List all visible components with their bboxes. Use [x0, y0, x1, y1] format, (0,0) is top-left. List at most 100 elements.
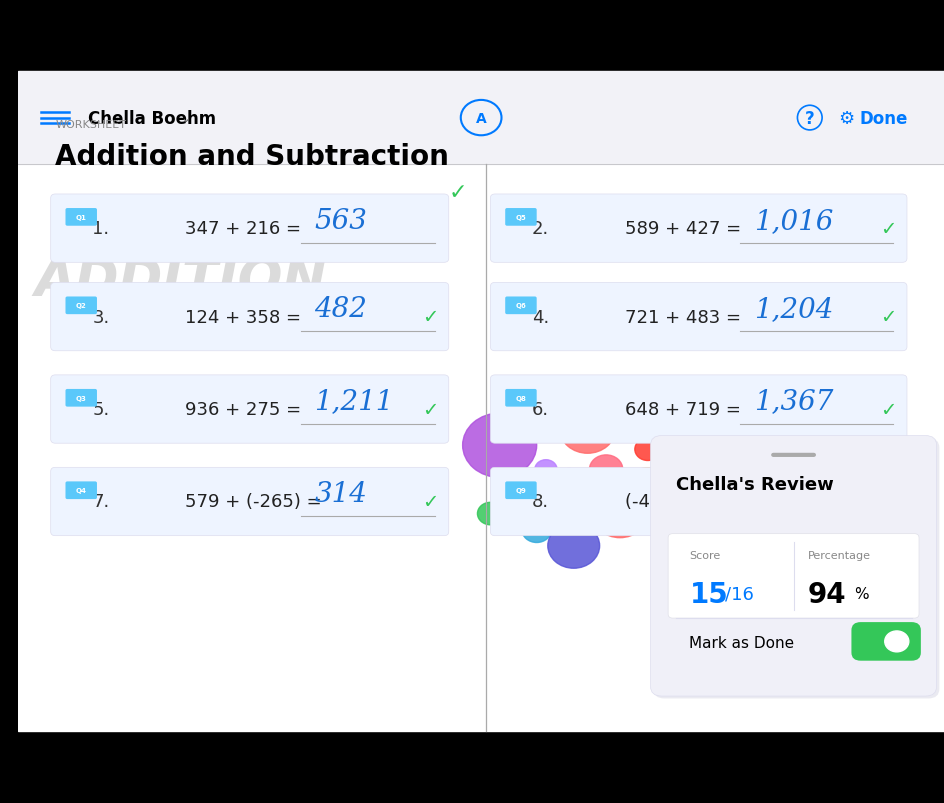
FancyBboxPatch shape	[490, 283, 907, 352]
Circle shape	[643, 486, 689, 526]
Circle shape	[518, 406, 546, 430]
Text: ✓: ✓	[422, 308, 438, 327]
Circle shape	[522, 517, 551, 543]
Text: 648 + 719 =: 648 + 719 =	[625, 401, 740, 418]
Circle shape	[662, 422, 764, 510]
Text: 1,016: 1,016	[754, 207, 834, 234]
Bar	[18, 0, 944, 72]
FancyBboxPatch shape	[51, 195, 448, 263]
Text: Q1: Q1	[76, 214, 87, 221]
Text: 1,211: 1,211	[314, 388, 394, 415]
Text: Chella Boehm: Chella Boehm	[88, 109, 216, 128]
Text: WORKSHEET: WORKSHEET	[56, 120, 126, 129]
FancyBboxPatch shape	[505, 482, 537, 499]
Circle shape	[628, 468, 668, 503]
Circle shape	[548, 524, 599, 569]
Text: ⌄: ⌄	[180, 112, 191, 125]
Bar	[18, 72, 944, 165]
Text: 8.: 8.	[532, 493, 549, 511]
Text: A: A	[476, 112, 486, 125]
Circle shape	[592, 490, 648, 538]
FancyBboxPatch shape	[650, 436, 936, 696]
Text: Q3: Q3	[76, 395, 87, 402]
Circle shape	[885, 631, 909, 652]
Text: ✓: ✓	[880, 219, 897, 238]
Circle shape	[649, 403, 720, 464]
Text: 124 + 358 =: 124 + 358 =	[185, 308, 301, 326]
Text: 94: 94	[807, 581, 846, 608]
Text: 936 + 275 =: 936 + 275 =	[185, 401, 301, 418]
Circle shape	[535, 492, 576, 528]
FancyBboxPatch shape	[490, 195, 907, 263]
Text: ✗: ✗	[880, 492, 897, 512]
Circle shape	[798, 463, 868, 524]
FancyBboxPatch shape	[653, 438, 939, 699]
Text: 4.: 4.	[532, 308, 549, 326]
FancyBboxPatch shape	[65, 209, 97, 226]
Circle shape	[634, 438, 661, 461]
Text: %: %	[853, 587, 868, 601]
Circle shape	[554, 469, 584, 495]
FancyBboxPatch shape	[490, 376, 907, 443]
Text: Score: Score	[689, 551, 720, 560]
Circle shape	[676, 486, 703, 510]
Text: Q6: Q6	[515, 303, 527, 309]
Text: Q4: Q4	[76, 487, 87, 494]
FancyBboxPatch shape	[51, 467, 448, 536]
Text: 482: 482	[314, 296, 367, 323]
Text: 1,204: 1,204	[754, 296, 834, 323]
Text: 15: 15	[689, 581, 728, 608]
Text: Percentage: Percentage	[807, 551, 870, 560]
FancyBboxPatch shape	[505, 209, 537, 226]
FancyBboxPatch shape	[51, 283, 448, 352]
Text: ADDITION: ADDITION	[34, 255, 327, 307]
FancyBboxPatch shape	[65, 297, 97, 315]
Circle shape	[511, 475, 535, 496]
Text: Addition and Subtraction: Addition and Subtraction	[56, 143, 449, 170]
FancyBboxPatch shape	[668, 534, 919, 618]
Text: (-418) + 296 =: (-418) + 296 =	[625, 493, 761, 511]
Text: ✓: ✓	[880, 400, 897, 419]
FancyBboxPatch shape	[505, 389, 537, 407]
Text: 2.: 2.	[532, 220, 549, 238]
Text: 7.: 7.	[93, 493, 110, 511]
Circle shape	[504, 494, 523, 510]
Text: /16: /16	[725, 585, 753, 603]
Text: Q5: Q5	[515, 214, 527, 221]
FancyBboxPatch shape	[51, 376, 448, 443]
Circle shape	[780, 400, 858, 467]
Circle shape	[589, 455, 623, 484]
Text: 5.: 5.	[93, 401, 110, 418]
Circle shape	[733, 447, 784, 492]
Text: 589 + 427 =: 589 + 427 =	[625, 220, 741, 238]
Text: ✓: ✓	[422, 400, 438, 419]
FancyBboxPatch shape	[505, 297, 537, 315]
Text: 314: 314	[314, 480, 367, 507]
Text: Q2: Q2	[76, 303, 87, 309]
Text: -122: -122	[754, 480, 817, 507]
Text: 721 + 483 =: 721 + 483 =	[625, 308, 741, 326]
FancyBboxPatch shape	[851, 622, 920, 661]
Bar	[18, 731, 944, 803]
Text: Q8: Q8	[515, 395, 527, 402]
Text: ?: ?	[805, 109, 815, 128]
Text: 347 + 216 =: 347 + 216 =	[185, 220, 301, 238]
Text: ✓: ✓	[880, 308, 897, 327]
Text: Mark as Done: Mark as Done	[689, 635, 795, 650]
Text: 6.: 6.	[532, 401, 549, 418]
Bar	[18, 165, 944, 731]
Text: 1.: 1.	[93, 220, 110, 238]
Text: Chella's Review: Chella's Review	[676, 475, 834, 493]
Text: ✓: ✓	[422, 492, 438, 512]
Circle shape	[550, 393, 569, 410]
Text: 579 + (-265) =: 579 + (-265) =	[185, 493, 322, 511]
FancyBboxPatch shape	[490, 467, 907, 536]
FancyBboxPatch shape	[65, 482, 97, 499]
Circle shape	[463, 414, 537, 478]
FancyBboxPatch shape	[65, 389, 97, 407]
Text: 3.: 3.	[93, 308, 110, 326]
Text: Done: Done	[860, 109, 908, 128]
Circle shape	[535, 460, 557, 479]
Circle shape	[560, 406, 615, 454]
Circle shape	[574, 502, 611, 534]
